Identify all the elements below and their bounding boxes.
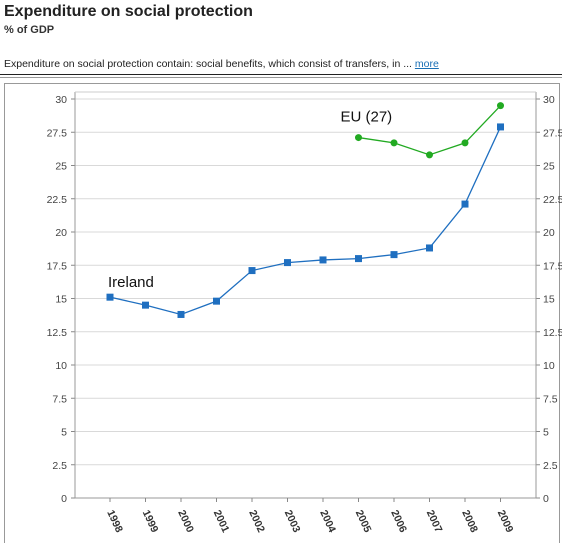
y-tick-label-right: 10: [543, 360, 555, 372]
data-point: [390, 251, 398, 259]
x-tick-label: 2000: [175, 508, 196, 534]
y-tick-label-right: 17.5: [543, 260, 562, 272]
x-tick-label: 2004: [317, 508, 338, 534]
series-ireland: Ireland: [106, 123, 504, 318]
series-line: [109, 126, 502, 316]
y-tick-label-left: 0: [61, 493, 67, 505]
description: Expenditure on social protection contain…: [4, 58, 439, 70]
y-tick-label-left: 17.5: [47, 260, 68, 272]
x-tick-label: 2003: [282, 508, 303, 534]
y-axis-right: 0 2.5 5 7.5 10 12.5 15 17.5 20 22.5 25 27.5 30: [543, 94, 562, 505]
y-tick-label-right: 30: [543, 94, 555, 106]
y-tick-label-left: 30: [55, 94, 67, 106]
y-tick-label-left: 5: [61, 427, 67, 439]
data-point: [461, 139, 469, 147]
data-point: [284, 259, 291, 267]
grid-lines: [75, 98, 536, 499]
data-point: [497, 102, 504, 110]
y-tick-label-right: 0: [543, 493, 549, 505]
data-point: [461, 200, 469, 208]
page-subtitle: % of GDP: [4, 24, 55, 36]
x-tick-label: 2001: [211, 508, 232, 534]
y-tick-label-right: 22.5: [543, 194, 562, 206]
y-tick-label-left: 15: [55, 294, 67, 306]
y-tick-label-right: 15: [543, 294, 555, 306]
y-tick-label-right: 25: [543, 161, 555, 173]
series-label: Ireland: [108, 274, 154, 291]
data-point: [390, 139, 398, 147]
y-tick-label-right: 5: [543, 427, 549, 439]
y-tick-label-left: 20: [55, 227, 67, 239]
y-tick-label-left: 7.5: [52, 393, 67, 405]
y-tick-label-left: 12.5: [47, 327, 68, 339]
data-point: [213, 297, 220, 305]
x-tick-label: 2005: [353, 508, 374, 534]
y-tick-label-left: 27.5: [47, 127, 68, 139]
x-tick-label: 2002: [246, 508, 267, 534]
data-point: [319, 256, 327, 264]
data-point: [426, 244, 433, 252]
x-tick-label: 2009: [495, 508, 516, 534]
y-tick-label-left: 25: [55, 161, 67, 173]
x-tick-label: 2008: [459, 508, 480, 534]
header-rule: [0, 74, 562, 75]
description-text: Expenditure on social protection contain…: [4, 58, 415, 70]
data-point: [355, 134, 362, 142]
data-point: [248, 267, 256, 275]
data-point: [106, 293, 114, 301]
x-tick-label: 1999: [140, 508, 161, 534]
series-layer: Ireland EU (27): [106, 102, 504, 318]
chart-frame: [4, 83, 560, 543]
y-tick-label-right: 2.5: [543, 460, 558, 472]
data-point: [426, 151, 433, 159]
y-tick-label-right: 27.5: [543, 127, 562, 139]
y-axis-left: 0 2.5 5 7.5 10 12.5 15 17.5 20 22.5 25 27.5 30: [47, 94, 68, 505]
y-tick-label-right: 7.5: [543, 393, 558, 405]
header-rule-secondary: [0, 77, 562, 78]
x-tick-label: 1998: [104, 508, 125, 534]
series-eu27: EU (27): [341, 102, 504, 159]
x-axis: 1998 1999 2000 2001 2002 2003 2004 2005 2006 2007…: [104, 508, 515, 534]
series-label: EU (27): [341, 109, 393, 126]
y-tick-label-left: 22.5: [47, 194, 68, 206]
x-tick-label: 2007: [424, 508, 445, 534]
data-point: [497, 123, 504, 131]
y-tick-label-right: 12.5: [543, 327, 562, 339]
y-tick-label-left: 10: [55, 360, 67, 372]
data-point: [142, 301, 149, 309]
y-tick-label-left: 2.5: [52, 460, 67, 472]
data-point: [177, 310, 185, 318]
more-link[interactable]: more: [414, 58, 439, 70]
data-point: [355, 255, 362, 263]
page-title: Expenditure on social protection: [4, 3, 253, 20]
y-tick-label-right: 20: [543, 227, 555, 239]
chart-axes: [71, 91, 540, 502]
x-tick-label: 2006: [388, 508, 409, 534]
